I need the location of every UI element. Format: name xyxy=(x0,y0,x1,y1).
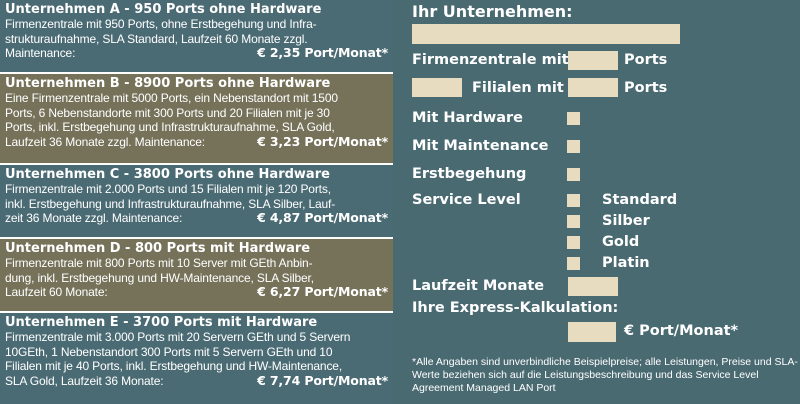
offers-panel: Unternehmen A - 950 Ports ohne Hardware … xyxy=(0,0,393,404)
sla-gold-checkbox[interactable] xyxy=(567,236,580,249)
hardware-label: Mit Hardware xyxy=(412,110,523,126)
offer-price: € 2,35 Port/Monat* xyxy=(257,45,388,60)
branches-count-input[interactable] xyxy=(412,78,462,97)
sla-platin-checkbox[interactable] xyxy=(567,257,580,270)
sla-silber-label: Silber xyxy=(602,213,650,229)
sla-gold-label: Gold xyxy=(602,234,640,250)
hq-label: Firmenzentrale mit xyxy=(412,52,569,68)
offer-line: Eine Firmenzentrale mit 5000 Ports, ein … xyxy=(5,91,338,105)
sla-platin-label: Platin xyxy=(602,255,650,271)
offer-line: Firmenzentrale mit 2.000 Ports und 15 Fi… xyxy=(5,182,331,196)
offer-title: Unternehmen C - 3800 Ports ohne Hardware xyxy=(5,167,330,182)
result-field xyxy=(568,322,616,342)
offer-line: Firmenzentrale mit 800 Ports mit 10 Serv… xyxy=(5,256,313,270)
offer-line: Laufzeit 60 Monate: xyxy=(5,285,108,299)
company-input[interactable] xyxy=(412,24,680,44)
ports-label: Ports xyxy=(624,52,668,68)
offer-card-b: Unternehmen B - 8900 Ports ohne Hardware… xyxy=(0,74,393,163)
offer-price: € 7,74 Port/Monat* xyxy=(257,372,388,388)
offer-line: 10GEth, 1 Nebenstandort 300 Ports mit 5 … xyxy=(5,344,333,359)
offer-card-a: Unternehmen A - 950 Ports ohne Hardware … xyxy=(0,0,393,72)
sla-standard-checkbox[interactable] xyxy=(567,194,580,207)
offer-line: Filialen mit je 40 Ports, inkl. Erstbege… xyxy=(5,359,343,373)
offer-title: Unternehmen E - 3700 Ports mit Hardware xyxy=(5,315,318,330)
maintenance-label: Mit Maintenance xyxy=(412,138,549,154)
offer-card-c: Unternehmen C - 3800 Ports ohne Hardware… xyxy=(0,165,393,237)
offer-line: zeit 36 Monate zzgl. Maintenance: xyxy=(5,211,183,225)
offer-title: Unternehmen D - 800 Ports mit Hardware xyxy=(5,241,311,256)
offer-line: Firmenzentrale mit 3.000 Ports mit 20 Se… xyxy=(5,330,351,344)
offer-title: Unternehmen B - 8900 Ports ohne Hardware xyxy=(5,76,331,91)
sla-silber-checkbox[interactable] xyxy=(567,215,580,228)
ports-label: Ports xyxy=(624,80,668,96)
offer-card-e: Unternehmen E - 3700 Ports mit Hardware … xyxy=(0,313,393,404)
term-input[interactable] xyxy=(568,277,618,296)
footnote: *Alle Angaben sind unverbindliche Beispi… xyxy=(412,356,798,394)
offer-line: Laufzeit 36 Monate zzgl. Maintenance: xyxy=(5,134,205,149)
offer-card-d: Unternehmen D - 800 Ports mit Hardware F… xyxy=(0,239,393,311)
offer-price: € 6,27 Port/Monat* xyxy=(257,284,388,299)
offer-line: Maintenance: xyxy=(5,46,76,60)
company-label: Ihr Unternehmen: xyxy=(412,2,573,21)
offer-price: € 4,87 Port/Monat* xyxy=(257,210,388,225)
term-label: Laufzeit Monate xyxy=(412,278,545,294)
offer-line: inkl. Erstbegehung und Infrastrukturaufn… xyxy=(5,196,336,211)
offer-line: Ports, 6 Nebenstandorte mit 300 Ports un… xyxy=(5,105,330,120)
offer-title: Unternehmen A - 950 Ports ohne Hardware xyxy=(5,2,322,17)
offer-line: dung, inkl. Erstbegehung und HW-Maintena… xyxy=(5,270,314,285)
service-level-label: Service Level xyxy=(412,192,521,208)
branch-ports-input[interactable] xyxy=(568,78,618,97)
inspection-checkbox[interactable] xyxy=(567,168,580,181)
calc-label: Ihre Express-Kalkulation: xyxy=(412,300,619,316)
maintenance-checkbox[interactable] xyxy=(567,140,580,153)
hq-ports-input[interactable] xyxy=(568,51,618,70)
offer-price: € 3,23 Port/Monat* xyxy=(257,133,388,149)
hardware-checkbox[interactable] xyxy=(567,112,580,125)
sla-standard-label: Standard xyxy=(602,192,678,208)
inspection-label: Erstbegehung xyxy=(412,166,527,182)
calculator-panel: Ihr Unternehmen: Firmenzentrale mit Port… xyxy=(398,0,800,404)
offer-line: SLA Gold, Laufzeit 36 Monate: xyxy=(5,373,164,388)
result-unit: € Port/Monat* xyxy=(624,323,739,339)
offer-line: Firmenzentrale mit 950 Ports, ohne Erstb… xyxy=(5,17,317,31)
branches-label: Filialen mit xyxy=(472,80,564,96)
offer-line: strukturaufnahme, SLA Standard, Laufzeit… xyxy=(5,31,308,46)
offer-line: Ports, inkl. Erstbegehung und Infrastruk… xyxy=(5,120,335,134)
